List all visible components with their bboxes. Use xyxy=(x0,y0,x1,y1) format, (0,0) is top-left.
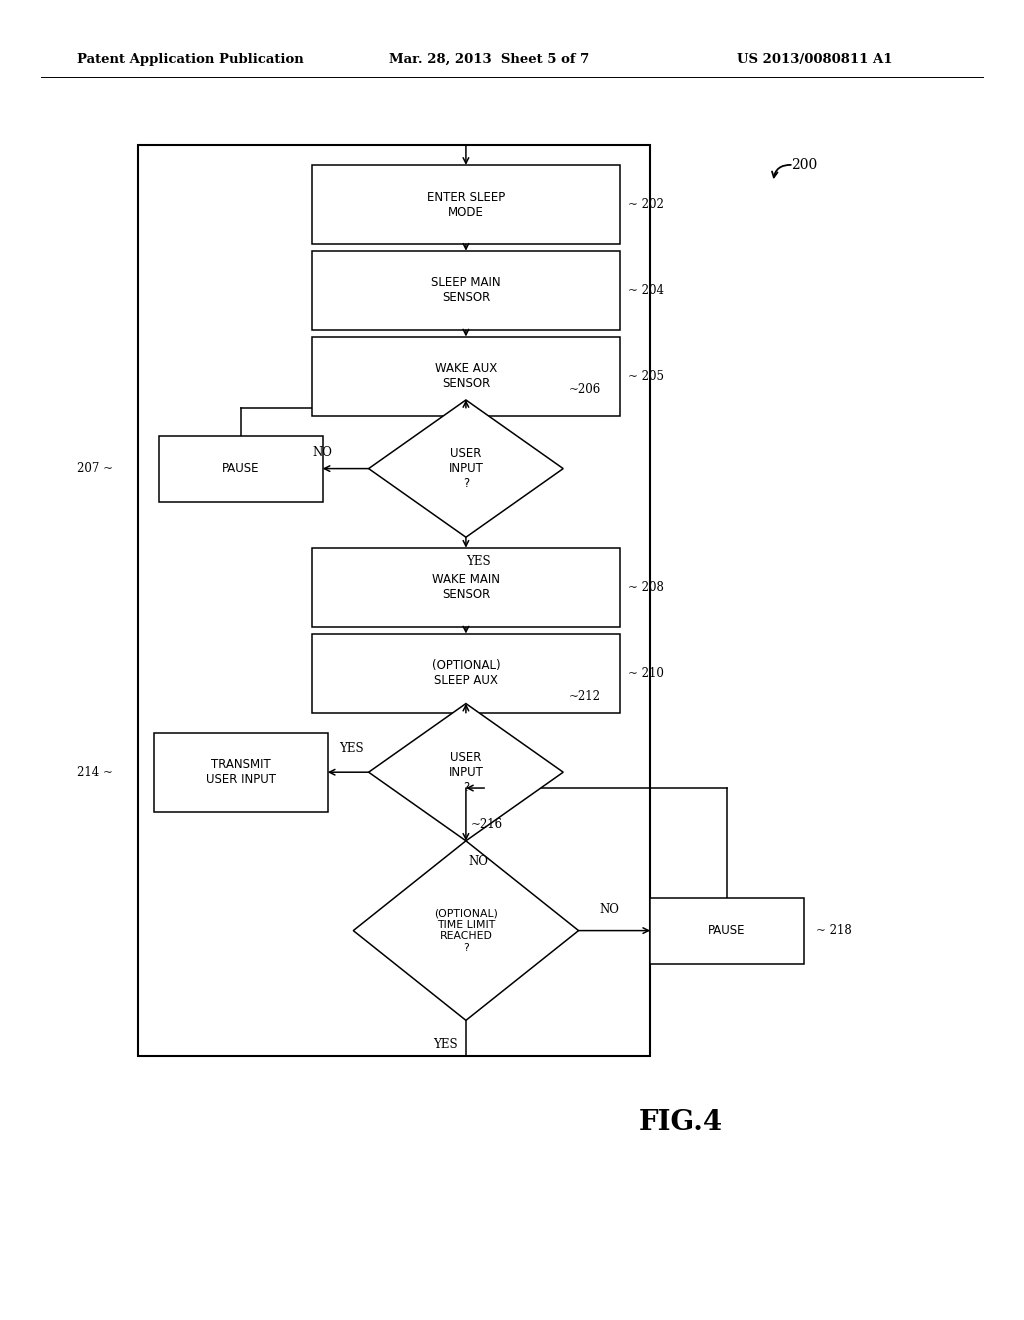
Text: USER
INPUT
?: USER INPUT ? xyxy=(449,751,483,793)
Text: ~ 210: ~ 210 xyxy=(628,667,664,680)
Bar xyxy=(138,145,650,1056)
Bar xyxy=(159,436,323,502)
Text: YES: YES xyxy=(339,742,364,755)
Polygon shape xyxy=(369,400,563,537)
Text: Mar. 28, 2013  Sheet 5 of 7: Mar. 28, 2013 Sheet 5 of 7 xyxy=(389,53,590,66)
Bar xyxy=(312,634,620,713)
Text: NO: NO xyxy=(312,446,333,459)
Text: ENTER SLEEP
MODE: ENTER SLEEP MODE xyxy=(427,190,505,219)
Text: US 2013/0080811 A1: US 2013/0080811 A1 xyxy=(737,53,893,66)
Text: NO: NO xyxy=(468,855,488,869)
Text: ~212: ~212 xyxy=(568,690,600,704)
Bar xyxy=(312,548,620,627)
Text: WAKE MAIN
SENSOR: WAKE MAIN SENSOR xyxy=(432,573,500,602)
Text: ~ 202: ~ 202 xyxy=(628,198,664,211)
Text: ~206: ~206 xyxy=(568,383,600,396)
Polygon shape xyxy=(369,704,563,841)
Bar xyxy=(312,251,620,330)
Text: WAKE AUX
SENSOR: WAKE AUX SENSOR xyxy=(435,362,497,391)
Text: YES: YES xyxy=(433,1038,458,1051)
Text: USER
INPUT
?: USER INPUT ? xyxy=(449,447,483,490)
Text: YES: YES xyxy=(466,554,490,568)
Bar xyxy=(312,337,620,416)
Text: (OPTIONAL)
TIME LIMIT
REACHED
?: (OPTIONAL) TIME LIMIT REACHED ? xyxy=(434,908,498,953)
Text: SLEEP MAIN
SENSOR: SLEEP MAIN SENSOR xyxy=(431,276,501,305)
Text: FIG.4: FIG.4 xyxy=(639,1109,723,1135)
Text: NO: NO xyxy=(599,903,620,916)
Bar xyxy=(312,165,620,244)
Text: 200: 200 xyxy=(791,158,817,172)
Text: ~ 218: ~ 218 xyxy=(816,924,852,937)
Bar xyxy=(154,733,328,812)
Text: ~216: ~216 xyxy=(471,818,503,832)
Polygon shape xyxy=(353,841,579,1020)
Text: PAUSE: PAUSE xyxy=(709,924,745,937)
Text: PAUSE: PAUSE xyxy=(222,462,259,475)
Text: 207 ~: 207 ~ xyxy=(77,462,113,475)
Text: (OPTIONAL)
SLEEP AUX: (OPTIONAL) SLEEP AUX xyxy=(431,659,501,688)
Text: 214 ~: 214 ~ xyxy=(77,766,113,779)
Text: ~ 204: ~ 204 xyxy=(628,284,664,297)
Bar xyxy=(650,898,804,964)
Text: Patent Application Publication: Patent Application Publication xyxy=(77,53,303,66)
Text: TRANSMIT
USER INPUT: TRANSMIT USER INPUT xyxy=(206,758,275,787)
Text: ~ 205: ~ 205 xyxy=(628,370,664,383)
Text: ~ 208: ~ 208 xyxy=(628,581,664,594)
